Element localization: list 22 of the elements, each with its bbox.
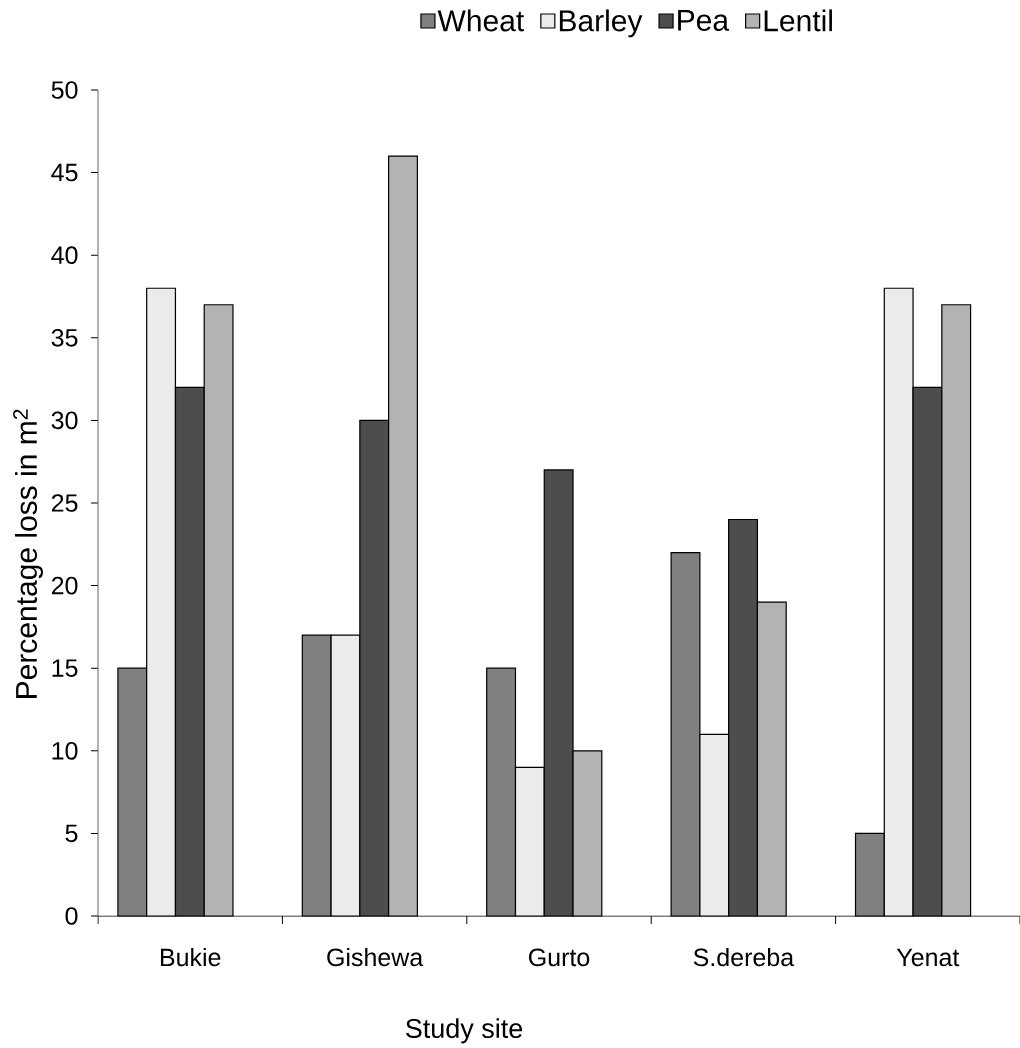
y-tick-label: 30 [51, 411, 78, 430]
y-tick-label: 35 [51, 328, 78, 347]
y-tick-label: 20 [51, 576, 78, 595]
x-tick-label: Bukie [160, 947, 221, 967]
y-tick-label: 0 [65, 907, 78, 925]
y-tick-label: 40 [51, 246, 78, 265]
legend-label: Pea [678, 9, 730, 31]
y-tick-label: 45 [51, 163, 78, 182]
legend-label: Lentil [764, 9, 832, 32]
y-tick-label: 10 [52, 741, 78, 760]
y-tick-label: 25 [51, 494, 78, 512]
y-tick-label: 50 [51, 81, 78, 99]
x-tick-label: Yenat [896, 948, 960, 967]
y-tick-label: 15 [52, 659, 78, 677]
y-axis-title: Percentage loss in m$^{2}$ [13, 409, 43, 698]
x-tick-label: Gurto [529, 948, 590, 967]
x-tick-label: S.dereba [693, 947, 795, 967]
legend-label: Wheat [437, 9, 524, 32]
legend-label: Barley [559, 9, 643, 38]
x-tick-label: Gishewa [327, 947, 424, 967]
y-tick-label: 5 [65, 824, 78, 843]
x-axis-title: Study site [405, 1018, 523, 1044]
